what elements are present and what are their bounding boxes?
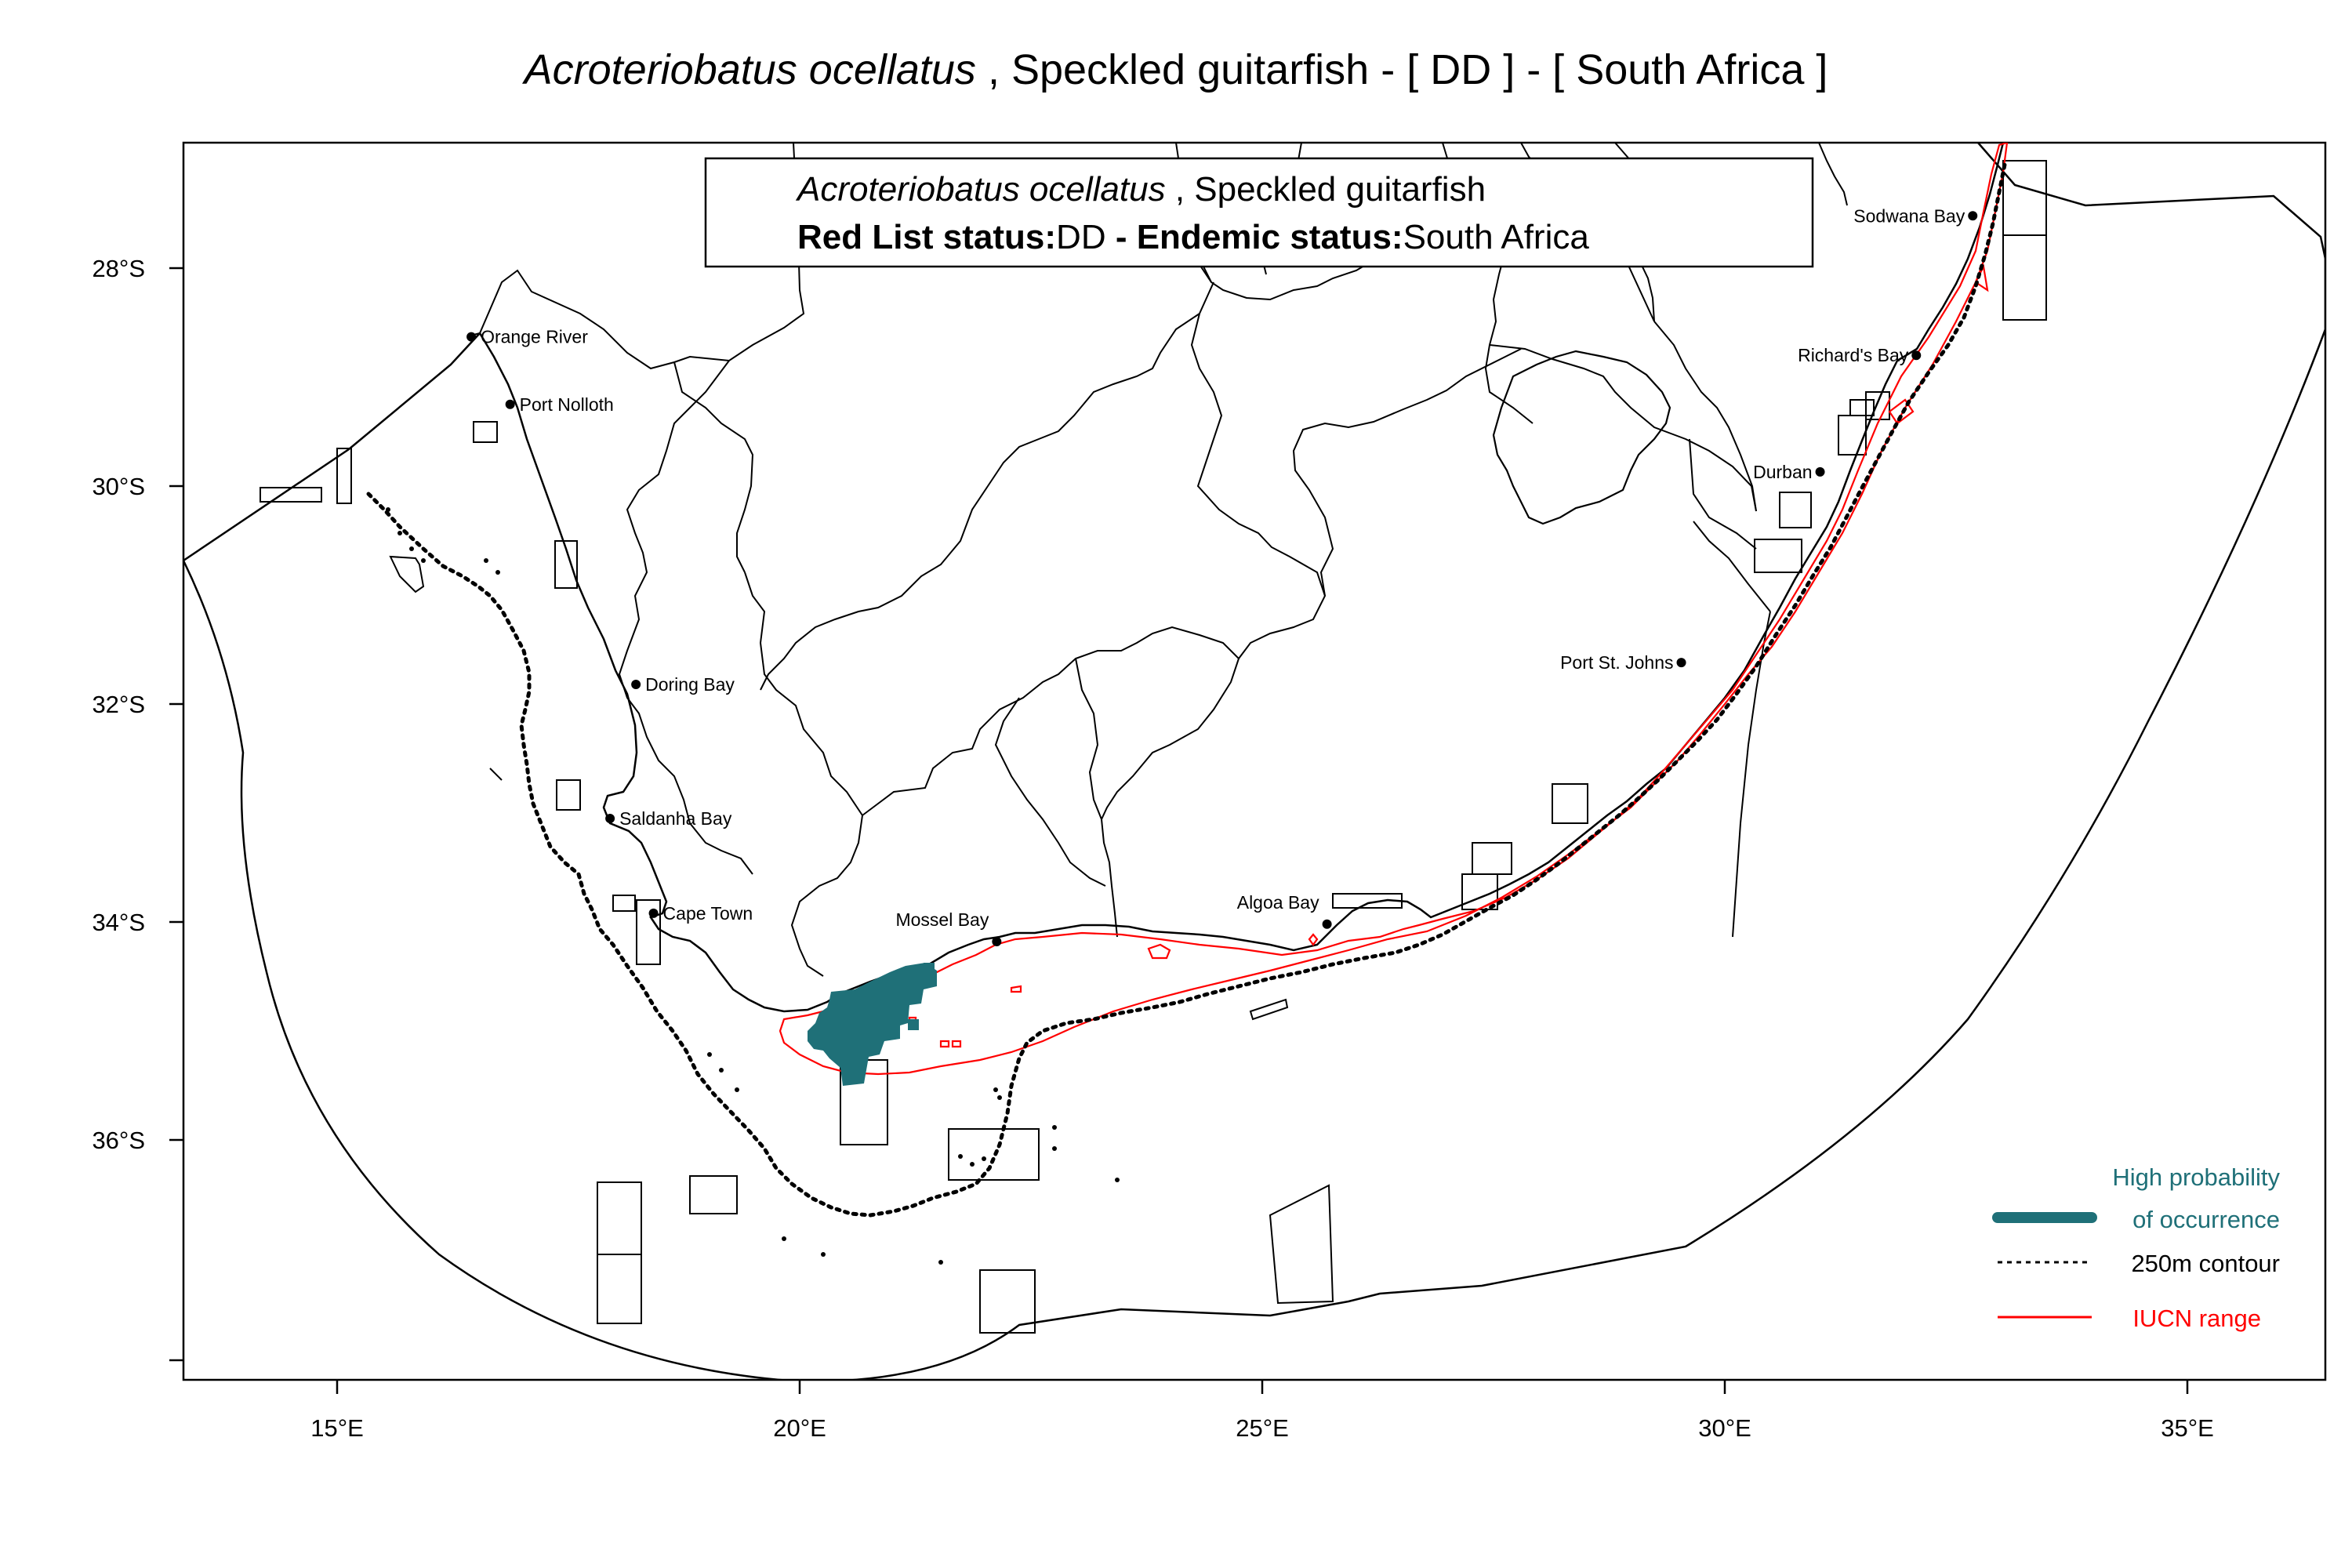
place-label: Sodwana Bay <box>1853 205 1965 226</box>
legend-high-prob-line2: of occurrence <box>2132 1206 2280 1233</box>
info-species-line: Acroteriobatus ocellatus , Speckled guit… <box>795 170 1486 209</box>
place-label: Richard's Bay <box>1798 345 1909 365</box>
place-marker <box>505 399 515 409</box>
legend-contour-label: 250m contour <box>2131 1250 2280 1277</box>
info-endemic-value: South Africa <box>1403 218 1590 256</box>
lat-tick-28: 28°S <box>92 255 145 282</box>
lon-tick-20: 20°E <box>773 1414 826 1442</box>
place-marker <box>631 679 641 689</box>
place-label: Algoa Bay <box>1237 892 1319 913</box>
info-box: Acroteriobatus ocellatus , Speckled guit… <box>704 157 1814 268</box>
place-label: Durban <box>1753 462 1812 482</box>
place-labels: Orange River Port Nolloth Doring Bay Saldan… <box>466 205 1978 947</box>
eez-boundary <box>183 143 2325 1380</box>
lat-tick-34: 34°S <box>92 909 145 936</box>
legend-iucn-label: IUCN range <box>2132 1305 2261 1332</box>
plot-frame <box>182 141 2327 1381</box>
place-label: Mossel Bay <box>895 909 989 930</box>
info-scientific-name: Acroteriobatus ocellatus <box>795 170 1166 209</box>
place-marker <box>648 908 659 918</box>
lat-tick-30: 30°S <box>92 473 145 500</box>
province-boundaries <box>470 143 1848 977</box>
info-redlist-value: DD <box>1056 218 1106 256</box>
lon-tick-35: 35°E <box>2161 1414 2214 1442</box>
place-marker <box>992 937 1002 947</box>
lon-tick-15: 15°E <box>310 1414 364 1442</box>
lon-tick-25: 25°E <box>1236 1414 1289 1442</box>
place-label: Saldanha Bay <box>619 808 732 829</box>
map-title: Acroteriobatus ocellatus , Speckled guit… <box>0 45 2352 94</box>
lat-tick-36: 36°S <box>92 1127 145 1154</box>
lat-tick-32: 32°S <box>92 691 145 718</box>
place-marker <box>1815 466 1825 477</box>
legend: High probability of occurrence 250m cont… <box>1992 1163 2280 1332</box>
place-label: Cape Town <box>663 903 753 924</box>
occurrence-area <box>808 963 937 1086</box>
place-label: Port Nolloth <box>520 394 614 415</box>
offshore-features <box>260 160 2047 1334</box>
place-marker <box>1676 658 1686 668</box>
iucn-range <box>779 143 2009 1076</box>
title-rest: , Speckled guitarfish - [ DD ] - [ South… <box>975 46 1828 93</box>
info-redlist-label: Red List status: <box>797 218 1056 256</box>
coastline <box>478 143 2005 1013</box>
info-endemic-label: - Endemic status: <box>1106 218 1403 256</box>
axis-ticks <box>169 267 2189 1394</box>
place-marker <box>466 332 477 342</box>
info-common-name: , Speckled guitarfish <box>1166 170 1486 209</box>
place-marker <box>1968 211 1978 221</box>
lesotho-boundary <box>1492 350 1671 525</box>
legend-high-prob-line1: High probability <box>2112 1163 2280 1191</box>
place-label: Orange River <box>481 327 588 347</box>
contour-fragments <box>386 507 1120 1265</box>
place-marker <box>605 813 615 823</box>
place-label: Doring Bay <box>645 674 735 695</box>
lon-tick-30: 30°E <box>1698 1414 1751 1442</box>
contour-250m <box>366 158 2008 1218</box>
place-marker <box>1911 350 1922 361</box>
place-marker <box>1322 919 1332 929</box>
place-label: Port St. Johns <box>1560 652 1673 673</box>
axis-tick-labels: 15°E 20°E 25°E 30°E 35°E 28°S 30°S 32°S … <box>92 255 2213 1442</box>
info-status-line: Red List status:DD - Endemic status:Sout… <box>797 218 1589 256</box>
title-scientific-name: Acroteriobatus ocellatus <box>524 46 976 93</box>
